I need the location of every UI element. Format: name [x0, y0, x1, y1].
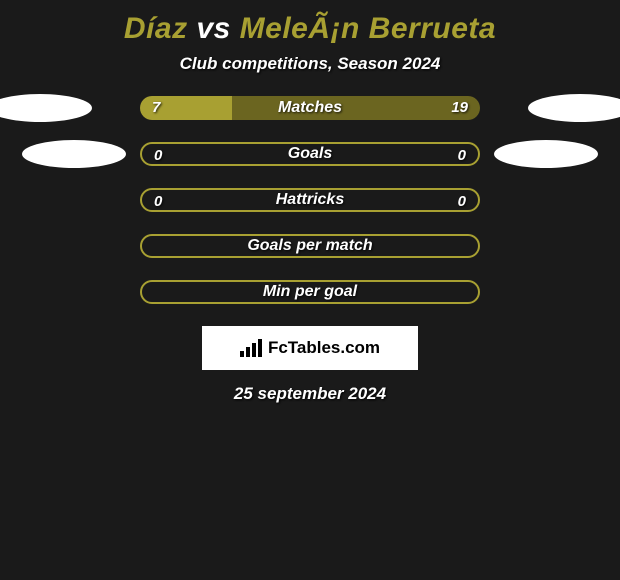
stat-label: Hattricks	[142, 188, 478, 212]
comparison-rows: Matches719Goals00Hattricks00Goals per ma…	[0, 96, 620, 304]
stat-label: Goals	[142, 142, 478, 166]
stat-value-left: 0	[154, 144, 162, 166]
stat-bar: Goals per match	[140, 234, 480, 258]
player2-oval	[528, 94, 620, 122]
stat-bar: Goals0 0	[140, 142, 480, 166]
bars-icon	[240, 339, 262, 357]
vs-text: vs	[196, 12, 230, 45]
comparison-row: Matches719	[0, 96, 620, 120]
stat-bar: Hattricks0 0	[140, 188, 480, 212]
stat-value-right: 0	[458, 190, 466, 212]
subtitle: Club competitions, Season 2024	[0, 54, 620, 96]
stat-value-left: 7	[152, 96, 160, 120]
stat-value-right: 19	[451, 96, 468, 120]
stat-label: Min per goal	[142, 280, 478, 304]
source-badge-text: FcTables.com	[268, 338, 380, 358]
h2h-infographic: Díaz vs MeleÃ¡n Berrueta Club competitio…	[0, 0, 620, 404]
stat-bar: Min per goal	[140, 280, 480, 304]
source-badge: FcTables.com	[202, 326, 418, 370]
bar-segment-right	[232, 96, 480, 120]
page-title: Díaz vs MeleÃ¡n Berrueta	[0, 6, 620, 54]
player1-name: Díaz	[124, 12, 188, 45]
comparison-row: Goals0 0	[0, 142, 620, 166]
date-text: 25 september 2024	[0, 384, 620, 404]
player1-oval	[0, 94, 92, 122]
player2-oval	[494, 140, 598, 168]
stat-value-right: 0	[458, 144, 466, 166]
stat-value-left: 0	[154, 190, 162, 212]
player2-name: MeleÃ¡n Berrueta	[240, 12, 496, 45]
stat-label: Goals per match	[142, 234, 478, 258]
comparison-row: Min per goal	[0, 280, 620, 304]
player1-oval	[22, 140, 126, 168]
comparison-row: Goals per match	[0, 234, 620, 258]
stat-bar: Matches719	[140, 96, 480, 120]
comparison-row: Hattricks0 0	[0, 188, 620, 212]
